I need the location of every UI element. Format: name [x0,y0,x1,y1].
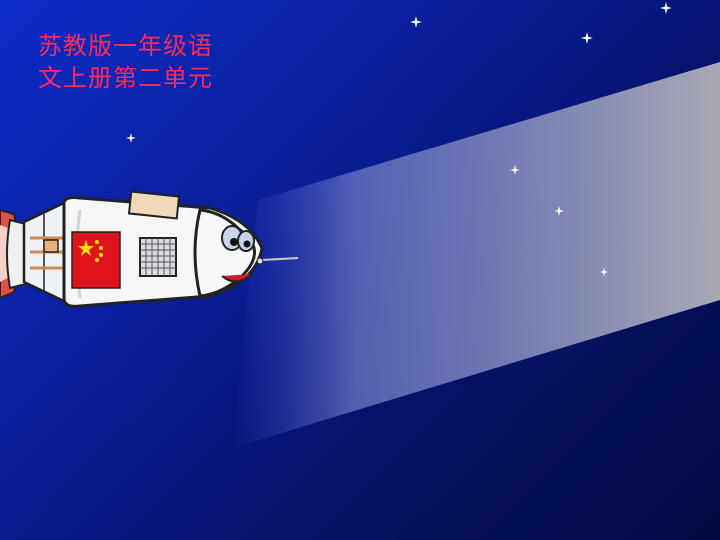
star-icon [510,165,520,175]
star-icon [600,268,608,276]
rocket-illustration [0,190,299,308]
star-icon [554,206,564,216]
star-icon [410,16,422,28]
title-line-1: 苏教版一年级语 [38,32,213,60]
slide-title: 苏教版一年级语 文上册第二单元 [38,30,213,94]
star-icon [126,133,136,143]
star-icon [660,2,672,14]
china-flag-icon [71,231,121,289]
star-icon [581,32,593,44]
title-line-2: 文上册第二单元 [38,64,213,92]
